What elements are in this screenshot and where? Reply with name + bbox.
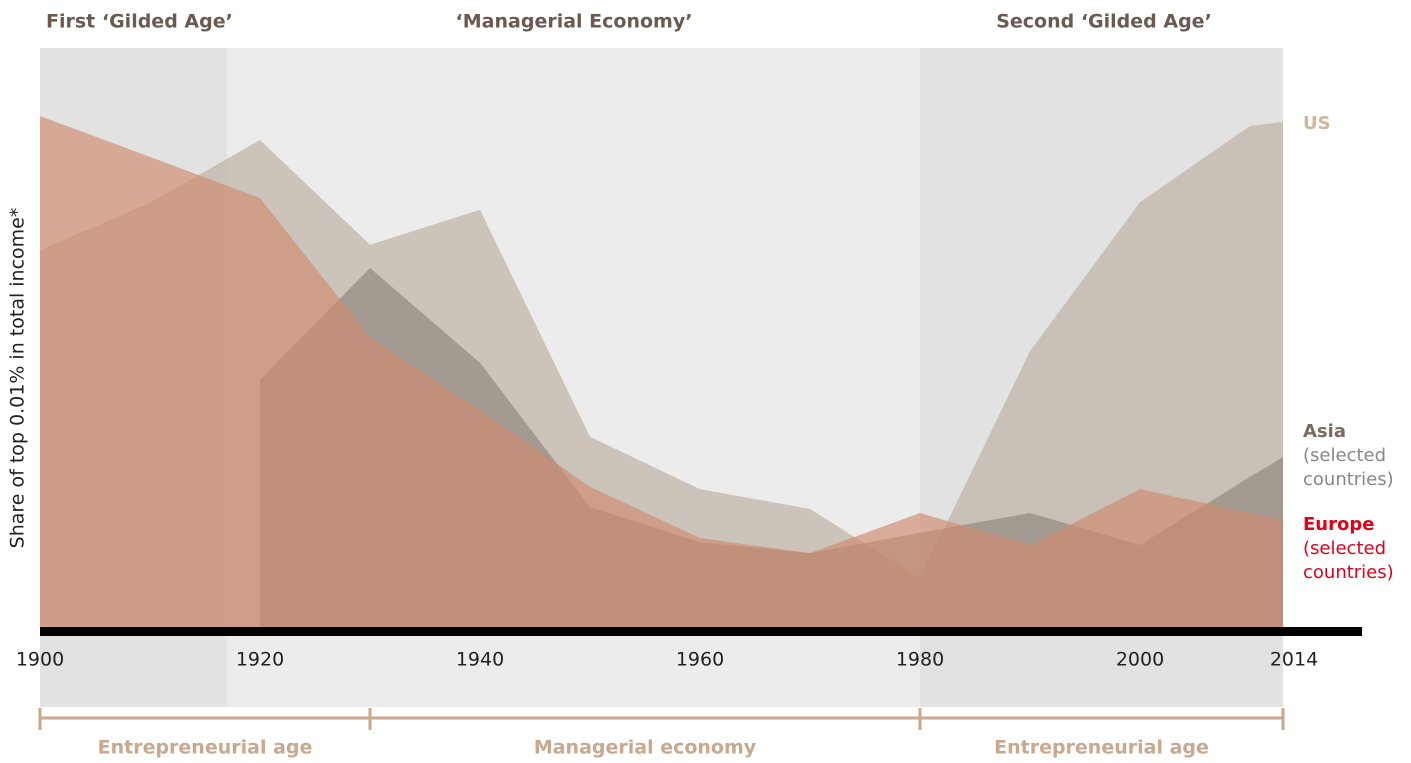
period-label: Second ‘Gilded Age’ [996, 11, 1212, 33]
y-axis-label: Share of top 0.01% in total income* [7, 208, 29, 549]
x-tick-label: 1940 [456, 649, 504, 671]
legend-entry: Europe (selected countries) [1303, 513, 1403, 585]
legend-entry: US [1303, 112, 1403, 136]
x-tick-label: 2000 [1116, 649, 1164, 671]
x-tick-label: 1980 [896, 649, 944, 671]
period-label: First ‘Gilded Age’ [46, 11, 233, 33]
x-tick-label: 1960 [676, 649, 724, 671]
x-tick-label: 1900 [16, 649, 64, 671]
x-tick-label: 2014 [1270, 649, 1318, 671]
x-axis [40, 627, 1362, 636]
legend-note: (selected countries) [1303, 445, 1394, 490]
x-tick-label: 1920 [236, 649, 284, 671]
area [40, 116, 1283, 631]
legend-label: Europe [1303, 514, 1375, 535]
era-label: Entrepreneurial age [994, 737, 1209, 759]
legend-entry: Asia (selected countries) [1303, 420, 1403, 492]
era-label: Managerial economy [534, 737, 757, 759]
legend-label: US [1303, 113, 1331, 134]
legend-label: Asia [1303, 421, 1346, 442]
legend-note: (selected countries) [1303, 538, 1394, 583]
era-label: Entrepreneurial age [98, 737, 313, 759]
period-label: ‘Managerial Economy’ [456, 11, 693, 33]
